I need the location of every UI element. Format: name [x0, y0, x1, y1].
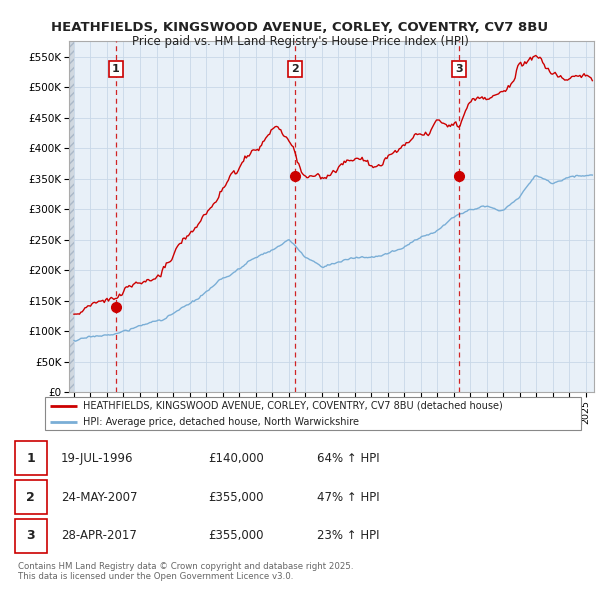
Text: Price paid vs. HM Land Registry's House Price Index (HPI): Price paid vs. HM Land Registry's House …	[131, 35, 469, 48]
Text: 23% ↑ HPI: 23% ↑ HPI	[317, 529, 380, 542]
Text: 1: 1	[112, 64, 120, 74]
Text: £140,000: £140,000	[208, 452, 263, 465]
Text: HEATHFIELDS, KINGSWOOD AVENUE, CORLEY, COVENTRY, CV7 8BU: HEATHFIELDS, KINGSWOOD AVENUE, CORLEY, C…	[52, 21, 548, 34]
FancyBboxPatch shape	[15, 480, 47, 514]
Text: 2: 2	[291, 64, 299, 74]
FancyBboxPatch shape	[15, 519, 47, 553]
Text: £355,000: £355,000	[208, 490, 263, 504]
FancyBboxPatch shape	[15, 441, 47, 476]
Text: 19-JUL-1996: 19-JUL-1996	[61, 452, 133, 465]
Text: 3: 3	[26, 529, 35, 542]
Text: HEATHFIELDS, KINGSWOOD AVENUE, CORLEY, COVENTRY, CV7 8BU (detached house): HEATHFIELDS, KINGSWOOD AVENUE, CORLEY, C…	[83, 401, 502, 411]
Text: 2: 2	[26, 490, 35, 504]
Text: 47% ↑ HPI: 47% ↑ HPI	[317, 490, 380, 504]
Text: 28-APR-2017: 28-APR-2017	[61, 529, 137, 542]
Text: Contains HM Land Registry data © Crown copyright and database right 2025.
This d: Contains HM Land Registry data © Crown c…	[18, 562, 353, 581]
Text: 64% ↑ HPI: 64% ↑ HPI	[317, 452, 380, 465]
Text: £355,000: £355,000	[208, 529, 263, 542]
Text: HPI: Average price, detached house, North Warwickshire: HPI: Average price, detached house, Nort…	[83, 417, 359, 427]
Text: 24-MAY-2007: 24-MAY-2007	[61, 490, 137, 504]
Text: 3: 3	[455, 64, 463, 74]
Text: 1: 1	[26, 452, 35, 465]
FancyBboxPatch shape	[45, 396, 581, 431]
